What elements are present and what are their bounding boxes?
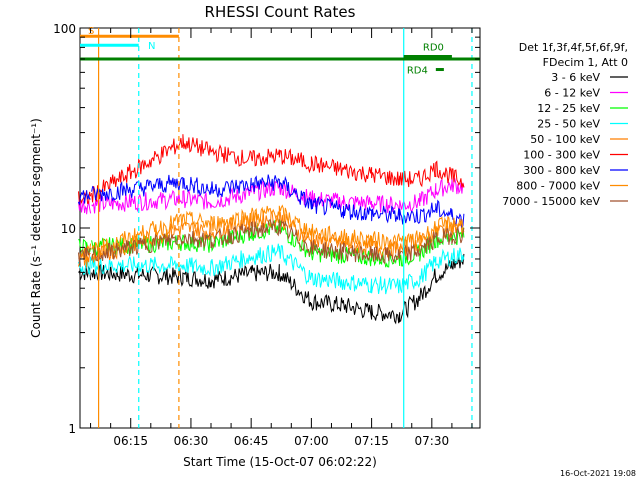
x-axis-label: Start Time (15-Oct-07 06:02:22): [183, 455, 377, 469]
series-line-9-b: [91, 219, 465, 265]
legend-label-5: 50 - 100 keV: [530, 133, 600, 146]
legend-label-9: 7000 - 15000 keV: [502, 195, 600, 208]
x-tick-label-1: 06:30: [174, 434, 209, 448]
y-tick-label-10: 10: [61, 222, 76, 236]
y-axis-label: Count Rate (s⁻¹ detector segment⁻¹): [29, 118, 43, 338]
series-line-7-b: [91, 174, 465, 228]
series-layer: [78, 134, 465, 325]
state-label-s: S: [88, 26, 94, 37]
state-label-rd4: RD4: [407, 66, 428, 77]
plot-frame: [79, 27, 481, 429]
legend-label-2: 6 - 12 keV: [544, 87, 600, 100]
footer-timestamp: 16-Oct-2021 19:08: [560, 469, 636, 478]
x-tick-label-3: 07:00: [294, 434, 329, 448]
x-tick-label-0: 06:15: [113, 434, 148, 448]
y-tick-label-1: 1: [68, 422, 76, 436]
legend-label-1: 3 - 6 keV: [551, 71, 600, 84]
series-line-6-a: [78, 190, 92, 206]
legend-label-3: 12 - 25 keV: [537, 102, 600, 115]
x-tick-label-5: 07:30: [415, 434, 450, 448]
series-line-4-b: [91, 243, 465, 295]
legend: Det 1f,3f,4f,5f,6f,9f, FDecim 1, Att 0 3 -…: [502, 41, 628, 208]
state-label-n: N: [148, 41, 155, 52]
series-line-6-b: [91, 134, 465, 203]
legend-header-1: Det 1f,3f,4f,5f,6f,9f,: [519, 41, 628, 54]
annotation-layer: S N RD0 RD4: [80, 26, 480, 428]
series-line-8-b: [91, 204, 465, 259]
series-line-7-a: [78, 190, 91, 205]
x-tick-label-2: 06:45: [234, 434, 269, 448]
legend-label-8: 800 - 7000 keV: [516, 180, 600, 193]
legend-label-4: 25 - 50 keV: [537, 118, 600, 131]
legend-header-2: FDecim 1, Att 0: [543, 56, 628, 69]
state-label-rd0: RD0: [423, 43, 444, 54]
legend-label-7: 300 - 800 keV: [523, 164, 600, 177]
series-line-1-b: [91, 253, 465, 325]
plot-area: [79, 27, 481, 429]
series-line-3-b: [91, 219, 465, 268]
axes: 1 10 100 06:15 06:30 06:45 07:00 07:15 07:30: [53, 22, 480, 448]
legend-label-6: 100 - 300 keV: [523, 149, 600, 162]
chart-title: RHESSI Count Rates: [205, 3, 356, 21]
x-tick-label-4: 07:15: [354, 434, 389, 448]
y-tick-label-100: 100: [53, 22, 76, 36]
series-line-9-a: [78, 246, 91, 265]
series-line-4-a: [78, 256, 92, 276]
